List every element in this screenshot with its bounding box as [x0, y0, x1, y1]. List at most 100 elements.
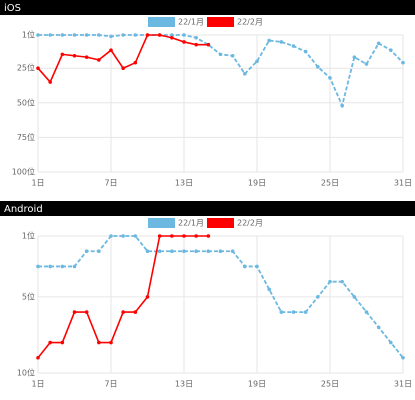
point: [206, 249, 211, 254]
point: [279, 40, 284, 44]
x-tick-label: 13日: [175, 179, 193, 188]
point: [218, 249, 223, 254]
point: [145, 33, 150, 37]
point: [243, 264, 247, 269]
point: [230, 249, 235, 254]
point: [389, 340, 393, 345]
point: [376, 41, 381, 46]
point: [60, 33, 65, 37]
legend-label: 22/1月: [178, 18, 204, 27]
x-tick-label: 1日: [31, 380, 44, 389]
y-tick-label: 50位: [17, 97, 35, 107]
point: [364, 310, 369, 314]
point: [170, 234, 174, 238]
point: [145, 295, 150, 299]
point: [340, 279, 344, 284]
legend-swatch: [148, 218, 175, 228]
y-tick-label: 1位: [22, 30, 35, 40]
point: [97, 33, 101, 37]
point: [109, 34, 113, 39]
point: [84, 55, 89, 59]
point: [170, 33, 174, 37]
point: [170, 35, 174, 40]
legend-label: 22/1月: [178, 219, 204, 228]
point: [36, 355, 40, 360]
point: [48, 80, 52, 84]
section-title: iOS: [4, 3, 21, 14]
point: [170, 249, 174, 254]
x-tick-label: 31日: [394, 179, 412, 188]
point: [84, 249, 89, 254]
y-tick-label: 75位: [17, 132, 35, 142]
point: [206, 42, 211, 47]
y-tick-label: 100位: [12, 167, 35, 177]
legend-swatch: [207, 17, 234, 27]
point: [60, 52, 65, 57]
point: [230, 53, 235, 58]
point: [243, 71, 247, 76]
x-tick-label: 25日: [321, 380, 339, 389]
point: [328, 279, 332, 284]
point: [109, 48, 113, 53]
x-tick-label: 1日: [31, 179, 44, 188]
point: [340, 103, 344, 108]
legend-swatch: [148, 17, 175, 27]
point: [316, 65, 320, 69]
point: [194, 42, 198, 47]
point: [48, 33, 52, 37]
point: [364, 62, 369, 66]
point: [121, 234, 125, 238]
point: [60, 340, 65, 345]
point: [121, 33, 125, 37]
point: [48, 340, 52, 345]
x-tick-label: 19日: [248, 179, 266, 188]
point: [157, 249, 162, 254]
point: [36, 33, 40, 37]
legend-label: 22/2月: [237, 219, 263, 228]
legend-swatch: [207, 218, 234, 228]
point: [376, 325, 381, 330]
point: [303, 310, 308, 314]
point: [48, 264, 52, 269]
point: [255, 59, 259, 64]
point: [133, 60, 138, 65]
point: [121, 310, 125, 314]
y-tick-label: 5位: [22, 291, 35, 301]
point: [97, 58, 101, 62]
section-title: Android: [4, 204, 43, 215]
point: [72, 264, 77, 269]
point: [182, 249, 186, 254]
point: [255, 264, 259, 269]
point: [84, 33, 89, 37]
point: [133, 310, 138, 314]
point: [206, 234, 211, 238]
point: [121, 66, 125, 71]
point: [389, 48, 393, 53]
point: [182, 234, 186, 238]
legend-label: 22/2月: [237, 18, 263, 27]
point: [316, 295, 320, 299]
point: [194, 249, 198, 254]
point: [182, 33, 186, 37]
section-bar: [0, 201, 415, 216]
x-tick-label: 7日: [104, 380, 117, 389]
section-bar: [0, 0, 415, 15]
point: [328, 76, 332, 80]
point: [182, 40, 186, 44]
x-tick-label: 31日: [394, 380, 412, 389]
point: [97, 249, 101, 254]
x-tick-label: 25日: [321, 179, 339, 188]
point: [72, 33, 77, 37]
point: [401, 60, 405, 65]
point: [109, 340, 113, 345]
point: [303, 49, 308, 54]
point: [72, 53, 77, 58]
point: [218, 52, 223, 57]
point: [267, 287, 271, 292]
point: [291, 44, 296, 48]
point: [60, 264, 65, 269]
x-tick-label: 19日: [248, 380, 266, 389]
point: [194, 35, 198, 40]
point: [352, 55, 357, 59]
